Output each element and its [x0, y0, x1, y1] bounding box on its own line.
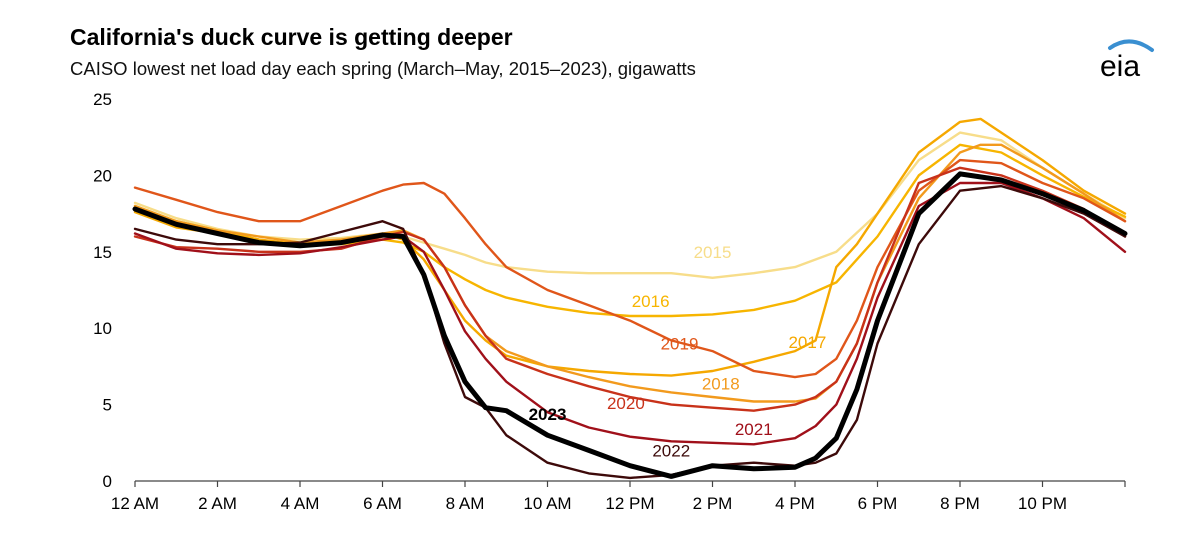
x-tick-label: 10 AM	[523, 494, 571, 513]
series-line-2017	[133, 117, 1127, 377]
series-line-2015	[133, 131, 1127, 279]
y-tick-label: 10	[93, 319, 112, 338]
y-axis-ticks: 0 5 10 15 20 25	[93, 90, 112, 491]
series-label-2018: 2018	[702, 374, 740, 393]
series-lines	[132, 117, 1128, 480]
series-label-2016: 2016	[632, 292, 670, 311]
series-label-2019: 2019	[661, 335, 699, 354]
series-line-2023	[132, 171, 1128, 479]
series-label-2023: 2023	[529, 405, 567, 424]
x-tick-label: 10 PM	[1018, 494, 1067, 513]
y-tick-label: 20	[93, 166, 112, 185]
series-label-2017: 2017	[788, 333, 826, 352]
eia-logo-arc	[1108, 39, 1154, 52]
x-tick-label: 4 PM	[775, 494, 815, 513]
x-tick-label: 2 PM	[693, 494, 733, 513]
x-tick-label: 8 AM	[446, 494, 485, 513]
x-tick-label: 12 PM	[605, 494, 654, 513]
x-tick-label: 4 AM	[281, 494, 320, 513]
series-line-2019	[133, 158, 1127, 379]
series-label-2021: 2021	[735, 420, 773, 439]
x-axis-ticks: 12 AM 2 AM 4 AM 6 AM 8 AM 10 AM 12 PM 2 PM 4 PM 6…	[111, 481, 1126, 513]
x-tick-label: 6 PM	[858, 494, 898, 513]
y-tick-label: 15	[93, 243, 112, 262]
x-tick-label: 12 AM	[111, 494, 159, 513]
series-line-2021	[133, 181, 1127, 446]
y-tick-label: 5	[103, 396, 112, 415]
series-label-2015: 2015	[694, 243, 732, 262]
eia-logo-text: eia	[1100, 50, 1140, 83]
chart-subtitle: CAISO lowest net load day each spring (M…	[70, 58, 696, 79]
series-labels: 2015 2016 2017 2018 2019 2020 2021 2022 2023	[529, 243, 827, 461]
y-tick-label: 0	[103, 472, 112, 491]
chart-title: California's duck curve is getting deepe…	[70, 24, 513, 50]
series-line-2018	[133, 143, 1127, 403]
eia-logo: eia	[1100, 39, 1154, 83]
series-line-2022	[133, 184, 1127, 480]
x-tick-label: 6 AM	[363, 494, 402, 513]
series-label-2020: 2020	[607, 394, 645, 413]
x-tick-label: 2 AM	[198, 494, 237, 513]
y-tick-label: 25	[93, 90, 112, 109]
x-tick-label: 8 PM	[940, 494, 980, 513]
series-label-2022: 2022	[652, 442, 690, 461]
